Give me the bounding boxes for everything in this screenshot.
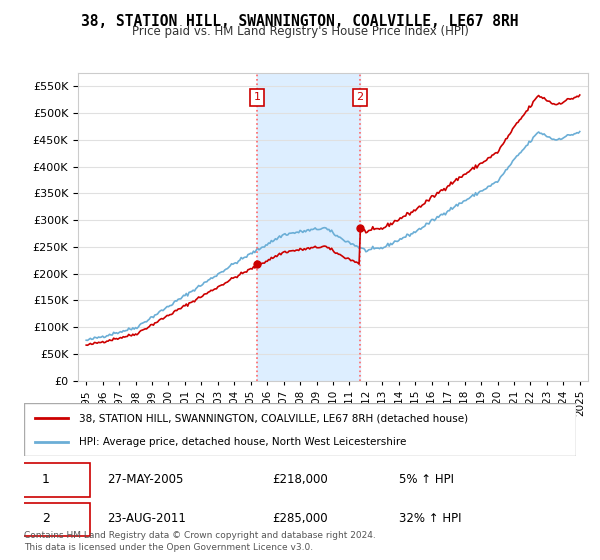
- Text: HPI: Average price, detached house, North West Leicestershire: HPI: Average price, detached house, Nort…: [79, 436, 407, 446]
- Text: 38, STATION HILL, SWANNINGTON, COALVILLE, LE67 8RH (detached house): 38, STATION HILL, SWANNINGTON, COALVILLE…: [79, 413, 469, 423]
- Text: 23-AUG-2011: 23-AUG-2011: [107, 512, 185, 525]
- Text: Contains HM Land Registry data © Crown copyright and database right 2024.
This d: Contains HM Land Registry data © Crown c…: [24, 531, 376, 552]
- Text: 5% ↑ HPI: 5% ↑ HPI: [400, 473, 454, 486]
- Text: 1: 1: [254, 92, 261, 102]
- Text: £218,000: £218,000: [272, 473, 328, 486]
- Text: Price paid vs. HM Land Registry's House Price Index (HPI): Price paid vs. HM Land Registry's House …: [131, 25, 469, 38]
- Bar: [257, 73, 360, 381]
- Text: 38, STATION HILL, SWANNINGTON, COALVILLE, LE67 8RH: 38, STATION HILL, SWANNINGTON, COALVILLE…: [81, 14, 519, 29]
- Text: 2: 2: [42, 512, 50, 525]
- Text: 32% ↑ HPI: 32% ↑ HPI: [400, 512, 462, 525]
- Text: 1: 1: [42, 473, 50, 486]
- Text: 2: 2: [356, 92, 364, 102]
- FancyBboxPatch shape: [24, 403, 576, 456]
- FancyBboxPatch shape: [2, 503, 90, 536]
- FancyBboxPatch shape: [2, 464, 90, 497]
- Text: 27-MAY-2005: 27-MAY-2005: [107, 473, 183, 486]
- Text: £285,000: £285,000: [272, 512, 328, 525]
